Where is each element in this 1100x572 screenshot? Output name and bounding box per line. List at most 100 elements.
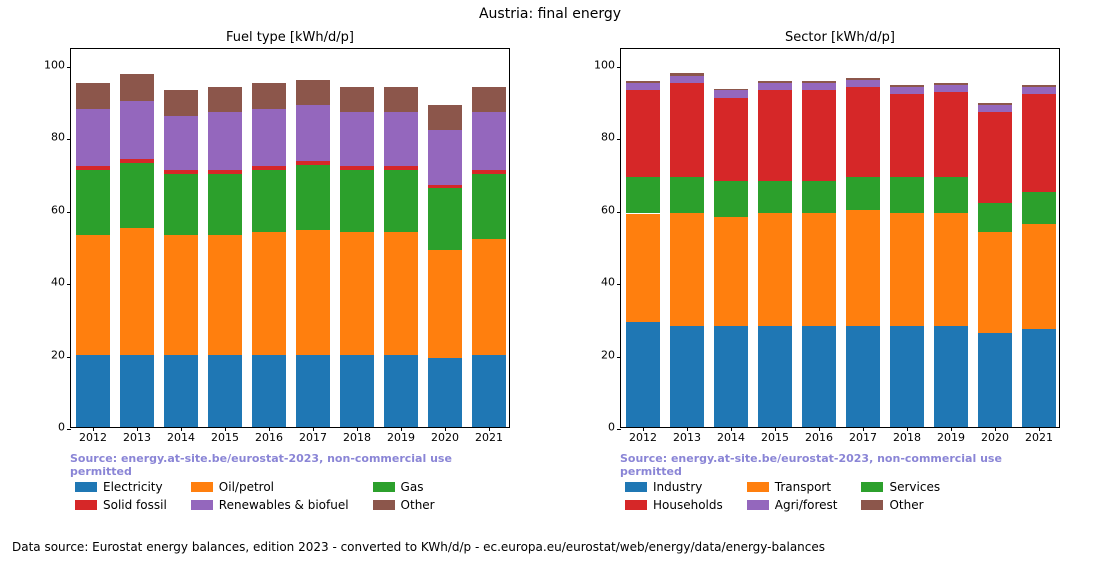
legend-item: Renewables & biofuel <box>191 498 349 512</box>
legend-swatch <box>373 500 395 510</box>
axes: 0204060801002012201320142015201620172018… <box>620 48 1060 428</box>
bar-segment <box>626 81 660 83</box>
bar-segment <box>384 112 418 166</box>
bar-segment <box>252 170 286 232</box>
bar-segment <box>76 235 110 354</box>
bar-segment <box>1022 329 1056 427</box>
bar-segment <box>384 355 418 427</box>
legend-swatch <box>747 500 769 510</box>
bar-segment <box>164 116 198 170</box>
legend-label: Transport <box>775 480 831 494</box>
legend-label: Solid fossil <box>103 498 167 512</box>
bar-segment <box>164 235 198 354</box>
bar-segment <box>670 177 704 213</box>
legend-item: Oil/petrol <box>191 480 349 494</box>
legend-item: Industry <box>625 480 723 494</box>
ytick-label: 0 <box>58 421 71 434</box>
legend-item: Services <box>861 480 940 494</box>
ytick-label: 80 <box>601 131 621 144</box>
legend-item: Other <box>373 498 435 512</box>
bar-segment <box>626 90 660 177</box>
bar-segment <box>208 170 242 174</box>
bar-segment <box>846 326 880 427</box>
legend-swatch <box>191 482 213 492</box>
footer-data-source: Data source: Eurostat energy balances, e… <box>12 540 825 554</box>
ytick-label: 20 <box>601 348 621 361</box>
bar-segment <box>252 83 286 108</box>
bar-segment <box>208 355 242 427</box>
bar-segment <box>428 188 462 250</box>
bar-segment <box>472 170 506 174</box>
bar-segment <box>934 177 968 213</box>
source-text: Source: energy.at-site.be/eurostat-2023,… <box>620 452 1060 478</box>
bar-segment <box>472 112 506 170</box>
bar-segment <box>670 76 704 83</box>
bar-segment <box>802 181 836 214</box>
legend-label: Gas <box>401 480 424 494</box>
bar-segment <box>76 355 110 427</box>
bar-segment <box>296 165 330 230</box>
bar-segment <box>670 83 704 177</box>
bar-segment <box>758 181 792 214</box>
legend-label: Industry <box>653 480 702 494</box>
bar-segment <box>890 177 924 213</box>
bar-segment <box>340 112 374 166</box>
legend-item: Other <box>861 498 940 512</box>
bar-segment <box>802 83 836 90</box>
bar-segment <box>626 322 660 427</box>
bar-segment <box>340 166 374 170</box>
bar-segment <box>846 78 880 80</box>
bar-segment <box>978 333 1012 427</box>
ytick-label: 100 <box>594 59 621 72</box>
legend-item: Gas <box>373 480 435 494</box>
bar-segment <box>120 101 154 159</box>
bar-segment <box>1022 85 1056 87</box>
axes: 0204060801002012201320142015201620172018… <box>70 48 510 428</box>
bar-segment <box>76 109 110 167</box>
bar-segment <box>296 161 330 165</box>
bar-segment <box>846 210 880 326</box>
bar-segment <box>758 83 792 90</box>
ytick-label: 100 <box>44 59 71 72</box>
bar-segment <box>120 355 154 427</box>
bar-segment <box>934 326 968 427</box>
bar-segment <box>252 109 286 167</box>
bar-segment <box>670 326 704 427</box>
bar-segment <box>670 213 704 325</box>
legend-label: Electricity <box>103 480 163 494</box>
bar-segment <box>1022 224 1056 329</box>
bar-segment <box>802 213 836 325</box>
bar-segment <box>296 230 330 355</box>
legend-label: Services <box>889 480 940 494</box>
legend-label: Other <box>401 498 435 512</box>
bar-segment <box>934 85 968 92</box>
bar-segment <box>428 130 462 184</box>
bar-segment <box>934 83 968 85</box>
bar-segment <box>120 159 154 163</box>
bar-segment <box>714 98 748 181</box>
legend-label: Renewables & biofuel <box>219 498 349 512</box>
bar-segment <box>934 92 968 177</box>
bar-segment <box>758 90 792 180</box>
ytick-label: 20 <box>51 348 71 361</box>
bar-segment <box>384 170 418 232</box>
source-text: Source: energy.at-site.be/eurostat-2023,… <box>70 452 510 478</box>
bar-segment <box>472 87 506 112</box>
bar-segment <box>890 213 924 325</box>
legend-fuel-type: Electricity Oil/petrol Gas Solid fossil Rene… <box>75 480 435 512</box>
bar-segment <box>384 87 418 112</box>
bar-segment <box>164 355 198 427</box>
legend-swatch <box>373 482 395 492</box>
bar-segment <box>340 87 374 112</box>
bar-segment <box>296 105 330 161</box>
bar-segment <box>428 185 462 189</box>
bar-segment <box>428 358 462 427</box>
bar-segment <box>340 170 374 232</box>
bar-segment <box>208 235 242 354</box>
bar-segment <box>978 105 1012 112</box>
bar-segment <box>76 83 110 108</box>
bar-segment <box>714 326 748 427</box>
bar-segment <box>758 326 792 427</box>
bar-segment <box>472 239 506 355</box>
ytick-label: 40 <box>51 276 71 289</box>
